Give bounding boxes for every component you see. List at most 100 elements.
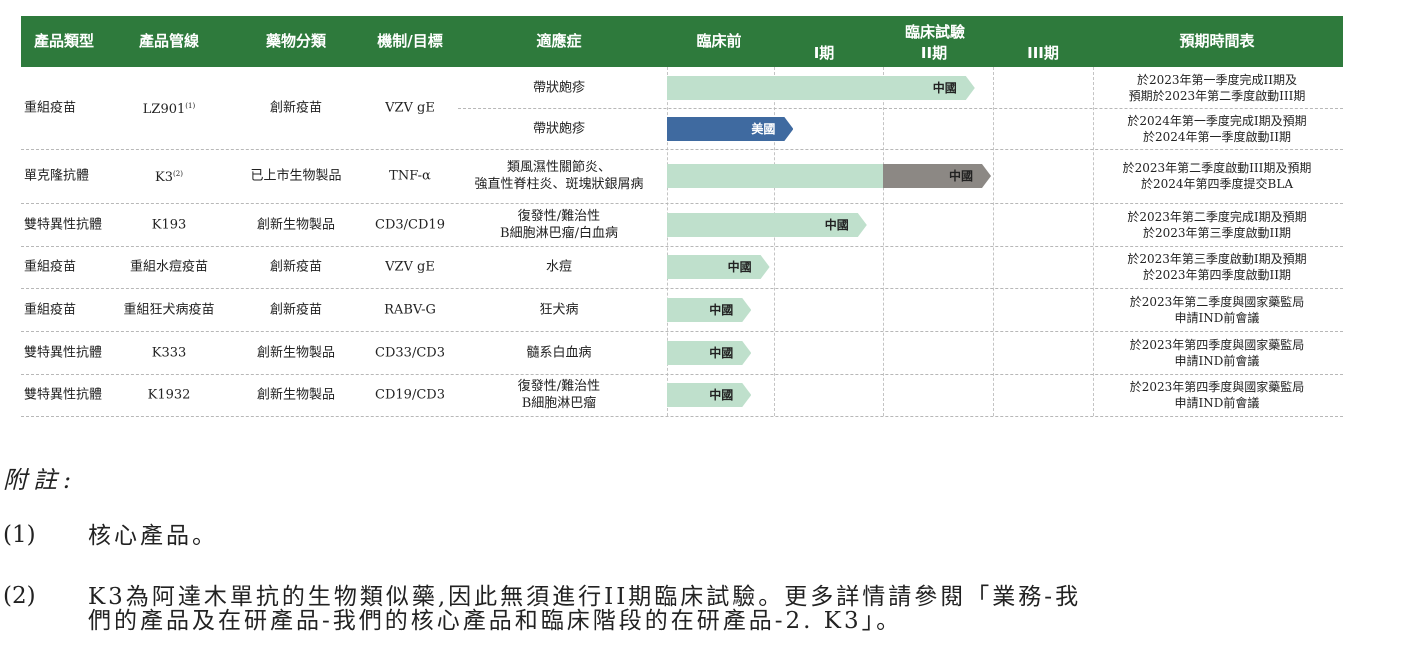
- drug-class: 創新生物製品: [256, 345, 336, 360]
- product-type: 雙特異性抗體: [24, 217, 103, 232]
- progress-segment: [667, 383, 752, 407]
- progress-bar: 中國: [667, 255, 770, 279]
- header-phase3: III期: [1027, 44, 1059, 62]
- timeline-line: 於2024年第四季度提交BLA: [1140, 177, 1293, 191]
- progress-bar: 中國: [667, 340, 752, 365]
- stage-divider: [993, 67, 994, 416]
- region-label: 中國: [709, 388, 734, 402]
- mechanism-target: VZV gE: [385, 100, 435, 116]
- footnote-ref: (1): [185, 102, 196, 110]
- progress-arrow: [667, 116, 794, 141]
- expected-timeline: 於2023年第四季度與國家藥監局 申請IND前會議: [1130, 337, 1305, 369]
- header-phase1: I期: [813, 44, 835, 62]
- stage-divider: [774, 67, 775, 416]
- notes-title: 附註:: [3, 466, 78, 494]
- pipeline-name: 重組狂犬病疫苗: [123, 301, 214, 318]
- pipeline-label: K3: [155, 170, 174, 185]
- progress-bar: 中國: [667, 297, 752, 322]
- stage-divider: [1093, 67, 1094, 416]
- row-divider: [21, 331, 1343, 332]
- note-text: 核心產品。: [88, 522, 1388, 550]
- mechanism-target: TNF-α: [389, 168, 431, 184]
- indication-line: 帶狀皰疹: [532, 121, 586, 136]
- drug-class: 已上市生物製品: [250, 168, 342, 184]
- header-preclinical: 臨床前: [696, 32, 742, 50]
- row-divider: [21, 149, 1343, 150]
- indication-line: 類風濕性關節炎、: [506, 160, 612, 175]
- progress-segment: [667, 75, 975, 100]
- pipeline-name: K193: [152, 216, 187, 233]
- expected-timeline: 於2023年第四季度與國家藥監局 申請IND前會議: [1130, 379, 1305, 411]
- row-divider: [21, 374, 1343, 375]
- indication: 帶狀皰疹: [533, 79, 585, 96]
- region-label: 中國: [824, 217, 849, 232]
- timeline-line: 申請IND前會議: [1174, 310, 1260, 325]
- timeline-line: 申請IND前會議: [1174, 353, 1260, 368]
- mechanism-target: CD3/CD19: [375, 217, 445, 232]
- progress-bar: 中國: [667, 383, 752, 407]
- timeline-line: 預期於2023年第二季度啟動III期: [1128, 88, 1306, 103]
- pipeline-label: 重組狂犬病疫苗: [123, 302, 215, 317]
- header-indication: 適應症: [536, 32, 582, 50]
- indication-line: B細胞淋巴瘤: [521, 396, 597, 411]
- mechanism-target: RABV-G: [384, 302, 436, 317]
- region-label: 中國: [727, 260, 752, 274]
- note-line: 核心產品。: [88, 523, 218, 549]
- progress-arrow: [667, 75, 975, 100]
- product-type: 重組疫苗: [24, 100, 77, 116]
- progress-bar: 中國: [667, 212, 867, 237]
- stage-divider: [883, 67, 884, 416]
- timeline-line: 於2023年第一季度完成II期及: [1136, 72, 1298, 87]
- indication: 類風濕性關節炎、 強直性脊柱炎、斑塊狀銀屑病: [474, 159, 643, 193]
- note-number: (1): [3, 522, 36, 548]
- row-divider: [21, 203, 1343, 204]
- progress-bar: 美國: [667, 116, 794, 141]
- pipeline-label: K193: [151, 217, 187, 232]
- indication-line: 水痘: [545, 259, 573, 275]
- indication-line: 復發性/難治性: [517, 379, 601, 394]
- indication: 髓系白血病: [526, 344, 591, 361]
- timeline-line: 於2024年第一季度啟動II期: [1142, 129, 1292, 144]
- product-type: 雙特異性抗體: [24, 387, 103, 403]
- indication-line: 帶狀皰疹: [532, 80, 586, 95]
- note-number: (2): [3, 583, 36, 609]
- timeline-line: 於2023年第四季度與國家藥監局: [1129, 337, 1305, 352]
- product-type: 雙特異性抗體: [24, 345, 103, 360]
- indication: 復發性/難治性 B細胞淋巴瘤/白血病: [500, 208, 618, 242]
- timeline-line: 申請IND前會議: [1174, 396, 1260, 410]
- progress-arrow: [667, 164, 991, 188]
- row-divider: [21, 416, 1343, 417]
- progress-bar: 中國: [667, 75, 975, 100]
- header-phase2: II期: [920, 44, 948, 62]
- indication: 狂犬病: [539, 301, 578, 318]
- progress-arrow: [667, 297, 752, 322]
- progress-segment: [667, 212, 867, 237]
- timeline-line: 於2023年第二季度完成I期及預期: [1127, 209, 1307, 224]
- pipeline-name: 重組水痘疫苗: [130, 259, 208, 276]
- note-line: 們的產品及在研產品-我們的核心產品和臨床階段的在研產品-2. K3」。: [88, 608, 903, 634]
- indication-line: 狂犬病: [539, 302, 579, 317]
- timeline-line: 於2023年第二季度與國家藥監局: [1129, 294, 1305, 309]
- timeline-line: 於2023年第四季度與國家藥監局: [1129, 380, 1305, 394]
- progress-arrow: [667, 212, 867, 237]
- progress-bar: 中國: [667, 164, 991, 188]
- product-type: 重組疫苗: [24, 259, 77, 275]
- header-clinical-trials: 臨床試驗: [904, 23, 966, 41]
- progress-arrow: [667, 340, 752, 365]
- product-type: 重組疫苗: [24, 302, 77, 317]
- expected-timeline: 於2024年第一季度完成I期及預期 於2024年第一季度啟動II期: [1127, 113, 1306, 145]
- pipeline-name: LZ901(1): [143, 98, 195, 118]
- indication-line: 髓系白血病: [526, 345, 592, 360]
- row-divider: [458, 108, 1343, 109]
- timeline-line: 於2024年第一季度完成I期及預期: [1127, 113, 1307, 128]
- table-header: 產品類型 產品管線 藥物分類 機制/目標 適應症 臨床前 臨床試驗 I期 II期…: [21, 16, 1343, 67]
- header-timeline: 預期時間表: [1179, 32, 1255, 50]
- pipeline-label: 重組水痘疫苗: [129, 259, 209, 275]
- timeline-line: 於2023年第三季度啟動I期及預期: [1127, 252, 1307, 266]
- progress-segment: [667, 297, 752, 322]
- pipeline-label: K1932: [147, 387, 191, 403]
- expected-timeline: 於2023年第二季度與國家藥監局 申請IND前會議: [1130, 294, 1305, 326]
- drug-class: 創新疫苗: [269, 100, 323, 116]
- region-label: 中國: [709, 302, 734, 317]
- progress-segment: [667, 116, 794, 141]
